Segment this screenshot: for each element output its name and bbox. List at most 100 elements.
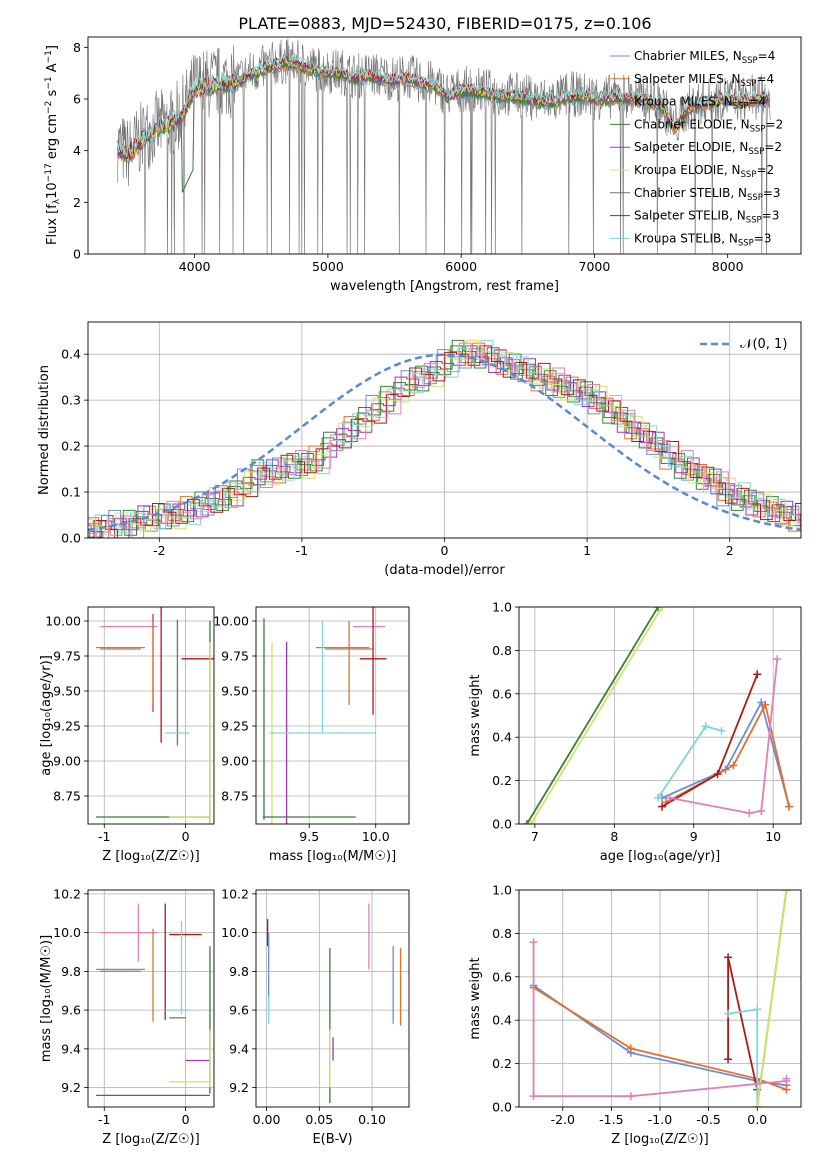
x-axis-label: (data-model)/error [384, 563, 505, 578]
y-axis-label: mass weight [468, 674, 483, 756]
legend-count: =2 [756, 163, 774, 177]
y-label-part: s [45, 89, 60, 100]
y-tick-label: 9.8 [61, 964, 81, 979]
x-tick-label: 8 [610, 829, 618, 844]
x-tick-label: -1 [296, 543, 308, 558]
gaussian-curve [88, 353, 801, 532]
y-tick-label: 9.2 [61, 1080, 81, 1095]
x-tick-label: 7000 [579, 259, 611, 274]
x-axis-label: Z [log₁₀(Z/Z☉)] [102, 1132, 199, 1147]
plot-residuals: -2 -1 0 1 2 0.0 0.1 0.2 0.3 0.4 (data-model)/error… [37, 321, 802, 578]
legend-count: =3 [754, 231, 772, 245]
histogram-salpeter_miles [88, 342, 801, 536]
weight-line-kroupa_elodie [756, 890, 788, 1107]
axes-frame [87, 321, 802, 539]
y-tick-label: 0.4 [61, 347, 81, 362]
x-tick-label: 6000 [445, 259, 477, 274]
legend-sub: SSP [746, 216, 762, 226]
x-tick-label: 0.05 [305, 1112, 333, 1127]
plot-age_vs_mass: 9.5 10.0 8.75 9.00 9.25 9.50 9.75 10.00 mass [lo… [213, 606, 410, 864]
axes-frame [87, 36, 802, 255]
axes-frame [255, 889, 410, 1108]
x-axis-label: E(B-V) [312, 1132, 352, 1147]
y-label-part: λ [52, 198, 62, 204]
legend-sub: SSP [742, 56, 758, 66]
spectrum-line-salpeter_stelib [116, 54, 771, 160]
y-tick-label: 6 [73, 92, 81, 107]
y-tick-label: 8 [73, 40, 81, 55]
y-tick-label: 9.25 [221, 719, 249, 734]
weight-line-salpeter_miles [533, 986, 787, 1091]
legend-count: =4 [749, 95, 767, 109]
plot-age_vs_z: -1 0 8.75 9.00 9.25 9.50 9.75 10.00 Z [log₁₀(Z/Z… [39, 606, 215, 864]
y-tick-label: 9.6 [61, 1003, 81, 1018]
legend-label: Chabrier STELIB, NSSP=3 [634, 186, 781, 203]
y-tick-label: 9.75 [221, 649, 249, 664]
x-tick-label: 9 [690, 829, 698, 844]
y-tick-label: 0.2 [61, 439, 81, 454]
x-tick-label: 4000 [179, 259, 211, 274]
x-axis-label: mass [log₁₀(M/M☉)] [269, 849, 396, 864]
x-tick-label: -2 [153, 543, 165, 558]
legend-count: =2 [764, 140, 782, 154]
axes-frame [255, 606, 410, 825]
x-tick-label: 8000 [712, 259, 744, 274]
y-tick-label: 0.2 [492, 773, 512, 788]
x-tick-label: -1 [98, 829, 110, 844]
spectrum-y-label: Flux [fλ10−17 erg cm−2 s−1 A−1] [44, 45, 62, 245]
y-label-part: 10 [45, 182, 60, 199]
legend-label: Chabrier MILES, NSSP=4 [634, 49, 775, 66]
histogram-kroupa_miles [88, 345, 801, 538]
plot-area-age_vs_z [96, 607, 214, 824]
plot-area-weight_vs_age [522, 607, 794, 824]
y-tick-label: 9.50 [53, 684, 81, 699]
legend-label: Salpeter ELODIE, NSSP=2 [634, 140, 782, 157]
x-axis-label: age [log₁₀(age/yr)] [600, 849, 721, 864]
y-tick-label: 2 [73, 195, 81, 210]
x-tick-label: -1.0 [648, 1112, 672, 1127]
y-axis-label: Normed distribution [37, 365, 52, 495]
y-tick-label: 9.00 [53, 754, 81, 769]
x-tick-label: -1.5 [599, 1112, 623, 1127]
legend-label: Chabrier ELODIE, NSSP=2 [634, 117, 783, 134]
x-tick-label: 9.5 [299, 829, 319, 844]
y-tick-label: 0.2 [492, 1056, 512, 1071]
y-tick-label: 1.0 [492, 600, 512, 615]
plot-area-weight_vs_z [529, 890, 791, 1107]
y-tick-label: 0.8 [492, 926, 512, 941]
x-axis-label: Z [log₁₀(Z/Z☉)] [102, 849, 199, 864]
plot-area-mass_vs_z [96, 903, 211, 1097]
legend-sub: SSP [741, 79, 757, 89]
y-tick-label: 0.6 [492, 969, 512, 984]
y-tick-label: 0.0 [61, 531, 81, 546]
legend-label: Salpeter MILES, NSSP=4 [634, 72, 774, 89]
x-tick-label: 0 [182, 829, 190, 844]
y-label-part: −17 [44, 163, 54, 182]
histogram-salpeter_stelib [88, 345, 801, 538]
legend-count: =4 [758, 49, 776, 63]
y-tick-label: 9.8 [229, 964, 249, 979]
x-tick-label: 2 [726, 543, 734, 558]
y-tick-label: 9.75 [53, 649, 81, 664]
y-tick-label: 8.75 [221, 789, 249, 804]
x-tick-label: -2.0 [551, 1112, 575, 1127]
legend-count: =3 [763, 186, 781, 200]
y-tick-label: 0.4 [492, 730, 512, 745]
y-tick-label: 10.0 [221, 925, 249, 940]
legend-sub: SSP [738, 238, 754, 248]
x-tick-label: -1 [98, 1112, 110, 1127]
y-tick-label: 9.4 [229, 1041, 249, 1056]
y-tick-label: 10.2 [221, 886, 249, 901]
y-label-part: −1 [44, 50, 54, 63]
legend-sub: SSP [748, 147, 764, 157]
y-tick-label: 0.6 [492, 686, 512, 701]
y-tick-label: 0.0 [492, 817, 512, 832]
legend-count: =3 [762, 209, 780, 223]
spectrum-line-kroupa_stelib [116, 54, 771, 158]
x-axis-label: wavelength [Angstrom, rest frame] [330, 279, 559, 294]
axes-frame [518, 606, 802, 825]
y-label-part: A [45, 63, 60, 76]
weight-line-chabrier_elodie [526, 607, 659, 824]
y-label-part: −2 [44, 101, 54, 114]
y-tick-label: 8.75 [53, 789, 81, 804]
